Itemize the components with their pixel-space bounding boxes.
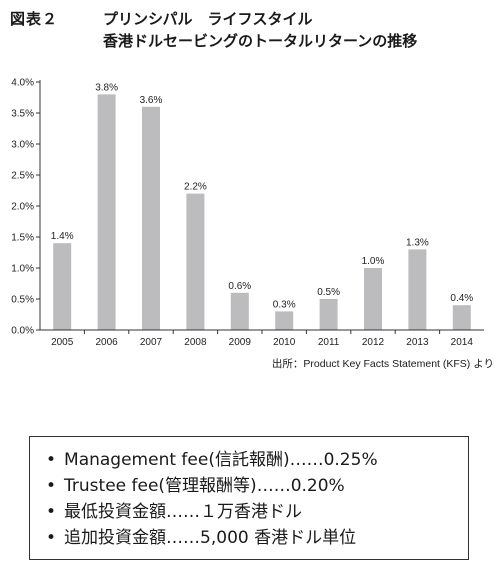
data-label: 1.0%	[362, 256, 385, 267]
x-tick-label: 2012	[362, 337, 385, 348]
x-tick-label: 2006	[95, 337, 118, 348]
x-tick-label: 2010	[273, 337, 296, 348]
bar	[142, 106, 160, 330]
x-tick-label: 2011	[318, 337, 340, 348]
bar	[408, 249, 427, 330]
bar	[364, 268, 382, 330]
y-tick-label: 2.5%	[11, 171, 34, 182]
x-tick-label: 2013	[406, 337, 429, 348]
y-tick-label: 1.0%	[11, 264, 34, 275]
x-tick-label: 2009	[229, 337, 252, 348]
data-label: 3.8%	[95, 82, 118, 93]
y-tick-label: 2.0%	[11, 202, 34, 213]
bar-chart: 0.0% 0.5% 1.0% 1.5% 2.0% 2.5% 3.0% 3.5% 4.0% 1.4%…	[11, 78, 484, 348]
x-tick-label: 2007	[140, 337, 163, 348]
bar	[275, 311, 294, 330]
bar	[53, 243, 72, 330]
y-tick-label: 3.0%	[11, 140, 34, 151]
y-tick-label: 4.0%	[11, 78, 34, 89]
chart-title-line-1: プリンシパル ライフスタイル	[103, 10, 313, 28]
bar	[97, 94, 116, 331]
fee-item-management: Management fee(信託報酬)……0.25%	[46, 447, 468, 473]
bar	[186, 193, 205, 330]
y-tick-label: 0.0%	[11, 326, 34, 337]
chart-title: プリンシパル ライフスタイル 香港ドルセービングのトータルリターンの推移	[103, 8, 417, 52]
x-tick-label: 2008	[184, 337, 207, 348]
fee-item-minimum-investment: 最低投資金額……１万香港ドル	[46, 499, 468, 525]
x-tick-label: 2005	[51, 337, 74, 348]
figure-label: 図表２	[10, 10, 59, 28]
bar	[230, 292, 249, 330]
source-note: 出所：Product Key Facts Statement (KFS) より	[271, 358, 494, 370]
bar	[319, 299, 338, 330]
y-tick-label: 3.5%	[11, 109, 34, 120]
y-tick-label: 0.5%	[11, 295, 34, 306]
data-label: 1.3%	[406, 237, 429, 248]
y-tick-label: 1.5%	[11, 233, 34, 244]
fee-item-additional-investment: 追加投資金額……5,000 香港ドル単位	[46, 525, 468, 551]
data-label: 0.4%	[450, 293, 473, 304]
data-label: 0.6%	[228, 281, 251, 292]
fee-summary-box: Management fee(信託報酬)……0.25% Trustee fee(…	[29, 436, 469, 560]
chart-title-line-2: 香港ドルセービングのトータルリターンの推移	[103, 32, 418, 50]
data-label: 3.6%	[140, 95, 163, 106]
data-label: 0.3%	[273, 299, 296, 310]
data-label: 0.5%	[317, 287, 340, 298]
fee-item-trustee: Trustee fee(管理報酬等)……0.20%	[46, 473, 468, 499]
data-label: 2.2%	[184, 182, 207, 193]
data-label: 1.4%	[51, 231, 74, 242]
x-tick-label: 2014	[451, 337, 474, 348]
bar	[452, 305, 471, 330]
